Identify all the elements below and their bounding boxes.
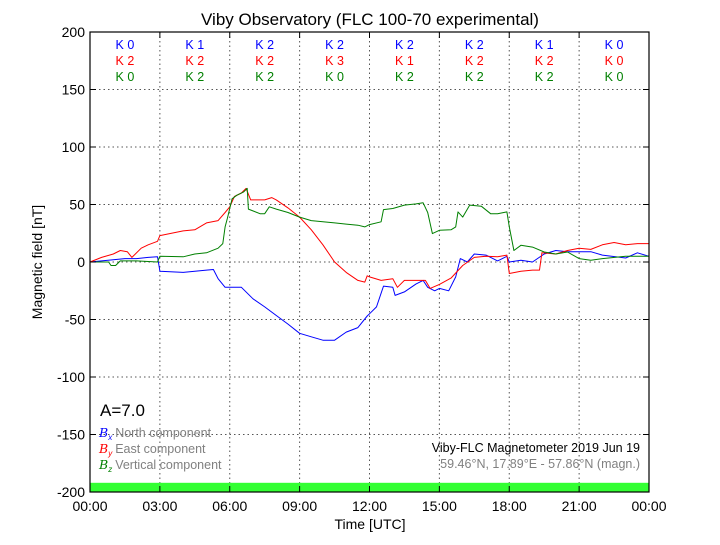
coords-label: 59.46°N, 17.89°E - 57.86°N (magn.) [440,457,640,471]
k-index-z: K 0 [116,70,135,84]
k-index-x: K 2 [325,38,344,52]
x-axis-label: Time [UTC] [334,516,405,532]
y-tick-label: 150 [62,82,86,98]
y-tick-label: -200 [57,484,85,500]
k-index-y: K 2 [465,54,484,68]
k-index-y: K 2 [535,54,554,68]
k-index-z: K 2 [255,70,274,84]
y-tick-label: 100 [62,139,86,155]
k-index-x: K 2 [465,38,484,52]
legend-entry-x: Bx North component [98,425,212,442]
y-tick-label: 200 [62,24,86,40]
y-tick-label: -150 [57,427,85,443]
legend-entry-z: Bz Vertical component [98,457,222,474]
y-tick-label: -50 [65,312,85,328]
k-index-x: K 1 [185,38,204,52]
station-label: Viby-FLC Magnetometer 2019 Jun 19 [432,441,640,455]
y-tick-label: 0 [77,254,85,270]
chart-title: Viby Observatory (FLC 100-70 experimenta… [201,10,539,29]
k-index-z: K 2 [465,70,484,84]
k-index-y: K 1 [395,54,414,68]
x-tick-label: 00:00 [72,498,107,514]
x-tick-label: 18:00 [492,498,527,514]
a-index: A=7.0 [100,401,145,420]
x-tick-label: 15:00 [422,498,457,514]
k-index-z: K 0 [325,70,344,84]
k-index-z: K 2 [395,70,414,84]
series-line-z [90,187,649,266]
k-index-x: K 1 [535,38,554,52]
series-line-x [89,250,650,341]
k-index-x: K 0 [116,38,135,52]
k-index-y: K 0 [605,54,624,68]
x-tick-label: 21:00 [562,498,597,514]
y-tick-label: -100 [57,369,85,385]
x-tick-label: 03:00 [142,498,177,514]
k-index-y: K 2 [255,54,274,68]
x-tick-label: 12:00 [352,498,387,514]
legend-entry-y: By East component [98,441,206,458]
x-tick-label: 00:00 [631,498,666,514]
x-tick-label: 06:00 [212,498,247,514]
k-index-x: K 2 [395,38,414,52]
x-tick-label: 09:00 [282,498,317,514]
k-index-y: K 3 [325,54,344,68]
k-index-z: K 2 [535,70,554,84]
series-line-y [89,187,649,289]
k-index-z: K 0 [605,70,624,84]
y-tick-label: 50 [69,197,85,213]
y-axis-label: Magnetic field [nT] [29,205,45,319]
k-index-y: K 2 [185,54,204,68]
k-index-z: K 2 [185,70,204,84]
k-index-x: K 2 [255,38,274,52]
k-index-y: K 2 [116,54,135,68]
k-index-x: K 0 [605,38,624,52]
